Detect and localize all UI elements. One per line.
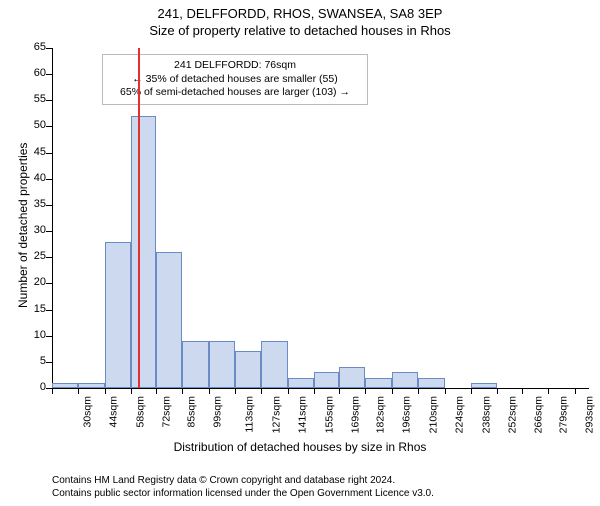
histogram-bar xyxy=(418,378,444,388)
x-tick-label: 113sqm xyxy=(243,396,255,433)
histogram-bar xyxy=(471,383,497,388)
footer: Contains HM Land Registry data © Crown c… xyxy=(52,474,434,500)
histogram-bar xyxy=(392,372,418,388)
x-tick-label: 238sqm xyxy=(480,396,492,433)
x-tick-label: 169sqm xyxy=(350,396,362,433)
info-line-1: 241 DELFFORDD: 76sqm xyxy=(109,59,361,73)
histogram-bar xyxy=(182,341,208,388)
histogram-bar xyxy=(339,367,365,388)
histogram-bar xyxy=(261,341,287,388)
y-tick-label: 35 xyxy=(18,198,46,210)
chart-title-sub: Size of property relative to detached ho… xyxy=(0,23,600,38)
x-tick-label: 293sqm xyxy=(584,396,596,433)
x-tick-label: 141sqm xyxy=(297,396,309,433)
y-tick-label: 5 xyxy=(18,355,46,367)
x-tick-label: 196sqm xyxy=(401,396,413,433)
info-line-3: 65% of semi-detached houses are larger (… xyxy=(109,86,361,100)
x-tick-label: 182sqm xyxy=(374,396,386,433)
y-tick-label: 60 xyxy=(18,67,46,79)
histogram-bar xyxy=(288,378,314,388)
x-tick-label: 155sqm xyxy=(323,396,335,433)
histogram-bar xyxy=(105,242,131,388)
x-tick-label: 30sqm xyxy=(82,396,94,428)
histogram-bar xyxy=(131,116,156,388)
y-tick-label: 30 xyxy=(18,224,46,236)
y-tick-label: 45 xyxy=(18,146,46,158)
x-tick-label: 44sqm xyxy=(108,396,120,428)
x-tick-label: 266sqm xyxy=(533,396,545,433)
reference-line xyxy=(138,48,140,388)
histogram-bar xyxy=(365,378,391,388)
x-tick-label: 210sqm xyxy=(427,396,439,433)
y-tick-label: 50 xyxy=(18,119,46,131)
chart-title-main: 241, DELFFORDD, RHOS, SWANSEA, SA8 3EP xyxy=(0,6,600,21)
histogram-bar xyxy=(78,383,104,388)
x-tick-label: 252sqm xyxy=(506,396,518,433)
histogram-bar xyxy=(156,252,182,388)
y-tick-label: 15 xyxy=(18,303,46,315)
footer-line-2: Contains public sector information licen… xyxy=(52,487,434,500)
y-tick-label: 40 xyxy=(18,172,46,184)
footer-line-1: Contains HM Land Registry data © Crown c… xyxy=(52,474,434,487)
histogram-bar xyxy=(314,372,339,388)
y-tick-label: 55 xyxy=(18,93,46,105)
x-tick-label: 85sqm xyxy=(185,396,197,428)
histogram-bar xyxy=(52,383,78,388)
info-line-2: ← 35% of detached houses are smaller (55… xyxy=(109,73,361,87)
x-tick-label: 224sqm xyxy=(454,396,466,433)
x-tick-label: 58sqm xyxy=(134,396,146,428)
info-box: 241 DELFFORDD: 76sqm ← 35% of detached h… xyxy=(102,54,368,105)
x-tick-label: 72sqm xyxy=(161,396,173,428)
x-tick-label: 279sqm xyxy=(557,396,569,433)
y-tick-label: 10 xyxy=(18,329,46,341)
y-tick-label: 20 xyxy=(18,276,46,288)
x-tick-label: 99sqm xyxy=(212,396,224,428)
histogram-bar xyxy=(235,351,261,388)
y-tick-label: 65 xyxy=(18,41,46,53)
x-axis-label: Distribution of detached houses by size … xyxy=(0,440,600,454)
y-tick-label: 0 xyxy=(18,381,46,393)
y-tick-label: 25 xyxy=(18,250,46,262)
x-tick-label: 127sqm xyxy=(270,396,282,433)
chart-container: { "chart": { "type": "histogram", "title… xyxy=(0,6,600,506)
histogram-bar xyxy=(209,341,235,388)
